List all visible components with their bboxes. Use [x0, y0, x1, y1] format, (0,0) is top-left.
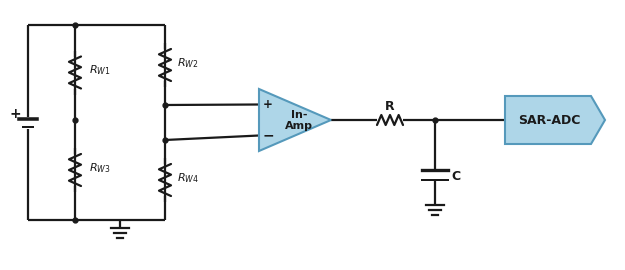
Polygon shape [505, 96, 605, 144]
Text: SAR-ADC: SAR-ADC [518, 113, 580, 127]
Text: $R_{W3}$: $R_{W3}$ [89, 161, 111, 175]
Text: In-: In- [291, 110, 308, 120]
Text: C: C [451, 170, 460, 184]
Text: $R_{W2}$: $R_{W2}$ [177, 56, 199, 70]
Text: −: − [262, 129, 274, 143]
Text: Amp: Amp [285, 121, 313, 131]
Text: +: + [9, 107, 21, 122]
Text: +: + [263, 98, 273, 111]
Text: $R_{W4}$: $R_{W4}$ [177, 171, 199, 185]
Text: R: R [385, 100, 395, 113]
Text: $R_{W1}$: $R_{W1}$ [89, 64, 111, 77]
Polygon shape [259, 89, 331, 151]
